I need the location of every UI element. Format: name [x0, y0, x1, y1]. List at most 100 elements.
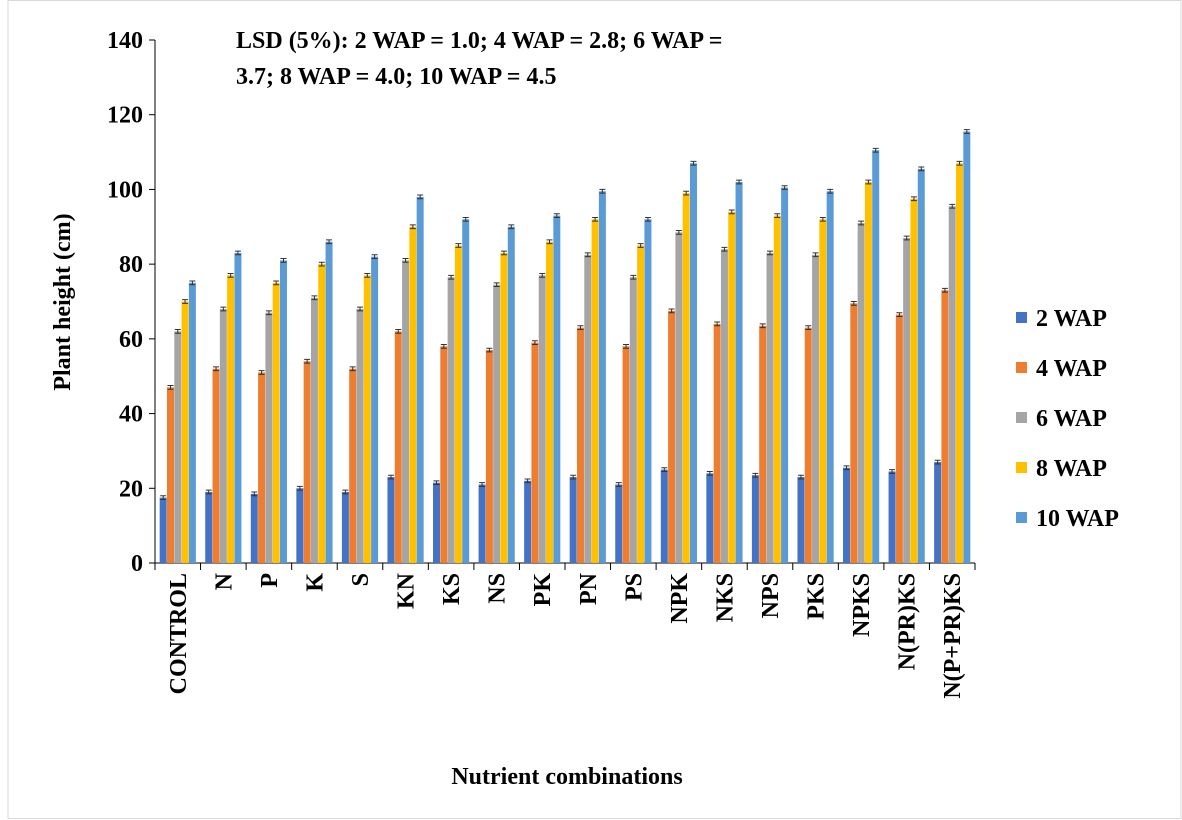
x-tick-label: N(P+PR)KS	[940, 573, 966, 699]
error-bar	[273, 280, 280, 286]
bar	[766, 252, 774, 563]
bar	[402, 260, 410, 563]
bar	[310, 297, 318, 563]
error-bar	[304, 358, 311, 364]
error-bar	[371, 254, 378, 260]
error-bar	[774, 213, 781, 218]
bar	[166, 387, 174, 563]
error-bar	[205, 489, 212, 495]
bar	[941, 290, 949, 563]
error-bar	[395, 329, 402, 334]
error-bar	[781, 185, 788, 190]
x-tick-label: P	[257, 573, 283, 588]
x-tick-label: CONTROL	[166, 573, 192, 694]
error-bar	[357, 306, 363, 312]
y-tick-label: 140	[107, 28, 143, 54]
bar	[713, 323, 721, 563]
error-bar	[690, 160, 697, 166]
x-tick-label: NS	[485, 573, 511, 604]
bar	[934, 462, 942, 563]
error-bar	[258, 370, 265, 375]
error-bar	[546, 239, 553, 245]
x-tick-label: PN	[576, 572, 602, 605]
x-tick-label: PKS	[804, 573, 830, 620]
bar	[728, 211, 736, 564]
bar	[843, 467, 851, 563]
error-bar	[736, 179, 743, 185]
error-bar	[553, 213, 560, 218]
bar	[485, 350, 493, 563]
bar	[462, 219, 470, 564]
error-bar	[296, 485, 303, 491]
error-bar	[872, 147, 879, 153]
error-bar	[661, 467, 668, 472]
error-bar	[858, 220, 865, 226]
error-bar	[941, 287, 948, 293]
bar	[234, 252, 242, 563]
bar	[751, 475, 759, 563]
bar	[440, 346, 448, 563]
bar	[850, 303, 858, 563]
error-bar	[918, 166, 925, 172]
bar	[416, 196, 424, 563]
error-bar	[531, 340, 538, 345]
bar	[258, 372, 266, 563]
bar	[433, 482, 441, 563]
error-bar	[903, 235, 910, 241]
error-bar	[963, 129, 970, 134]
bar	[181, 301, 189, 563]
bar	[363, 275, 371, 563]
error-bar	[949, 203, 956, 209]
error-bar	[448, 274, 455, 280]
bar	[279, 260, 287, 563]
bar	[569, 477, 577, 563]
error-bar	[668, 308, 675, 314]
error-bar	[714, 321, 721, 327]
error-bar	[623, 343, 630, 349]
error-bar	[402, 258, 409, 263]
error-bar	[706, 470, 713, 476]
bar	[857, 223, 865, 564]
bar	[872, 150, 880, 564]
error-bar	[819, 216, 826, 222]
error-bar	[508, 224, 515, 230]
bar	[917, 168, 925, 563]
bar	[864, 181, 872, 563]
legend-label: 2 WAP	[1036, 306, 1107, 332]
x-tick-label: N	[211, 572, 237, 590]
bar	[812, 254, 820, 563]
bar	[454, 245, 462, 563]
error-bar	[615, 482, 622, 487]
bar	[819, 219, 827, 564]
x-tick-label: N(PR)KS	[895, 573, 921, 670]
x-tick-label: NPKS	[849, 573, 875, 637]
error-bar	[318, 261, 325, 267]
bar	[219, 308, 227, 563]
bar	[296, 488, 304, 563]
y-tick-label: 60	[119, 327, 143, 353]
bar	[759, 325, 767, 563]
bar	[387, 477, 395, 563]
error-bar	[683, 190, 690, 196]
bar	[538, 275, 546, 563]
bar	[706, 473, 714, 563]
bar	[963, 131, 971, 563]
bar	[531, 342, 539, 563]
bar	[349, 368, 357, 563]
error-bar	[342, 489, 349, 495]
error-bar	[326, 239, 333, 245]
error-bar	[227, 272, 234, 278]
bar	[356, 308, 364, 563]
bar	[956, 163, 964, 563]
error-bar	[805, 325, 812, 331]
bar	[341, 492, 349, 563]
error-bar	[539, 272, 546, 278]
error-bar	[599, 188, 606, 194]
x-tick-label: KN	[394, 572, 420, 609]
bar	[591, 219, 599, 564]
bar	[409, 226, 417, 564]
y-tick-label: 80	[119, 252, 143, 278]
bar	[682, 193, 690, 563]
y-tick-label: 20	[119, 476, 143, 502]
